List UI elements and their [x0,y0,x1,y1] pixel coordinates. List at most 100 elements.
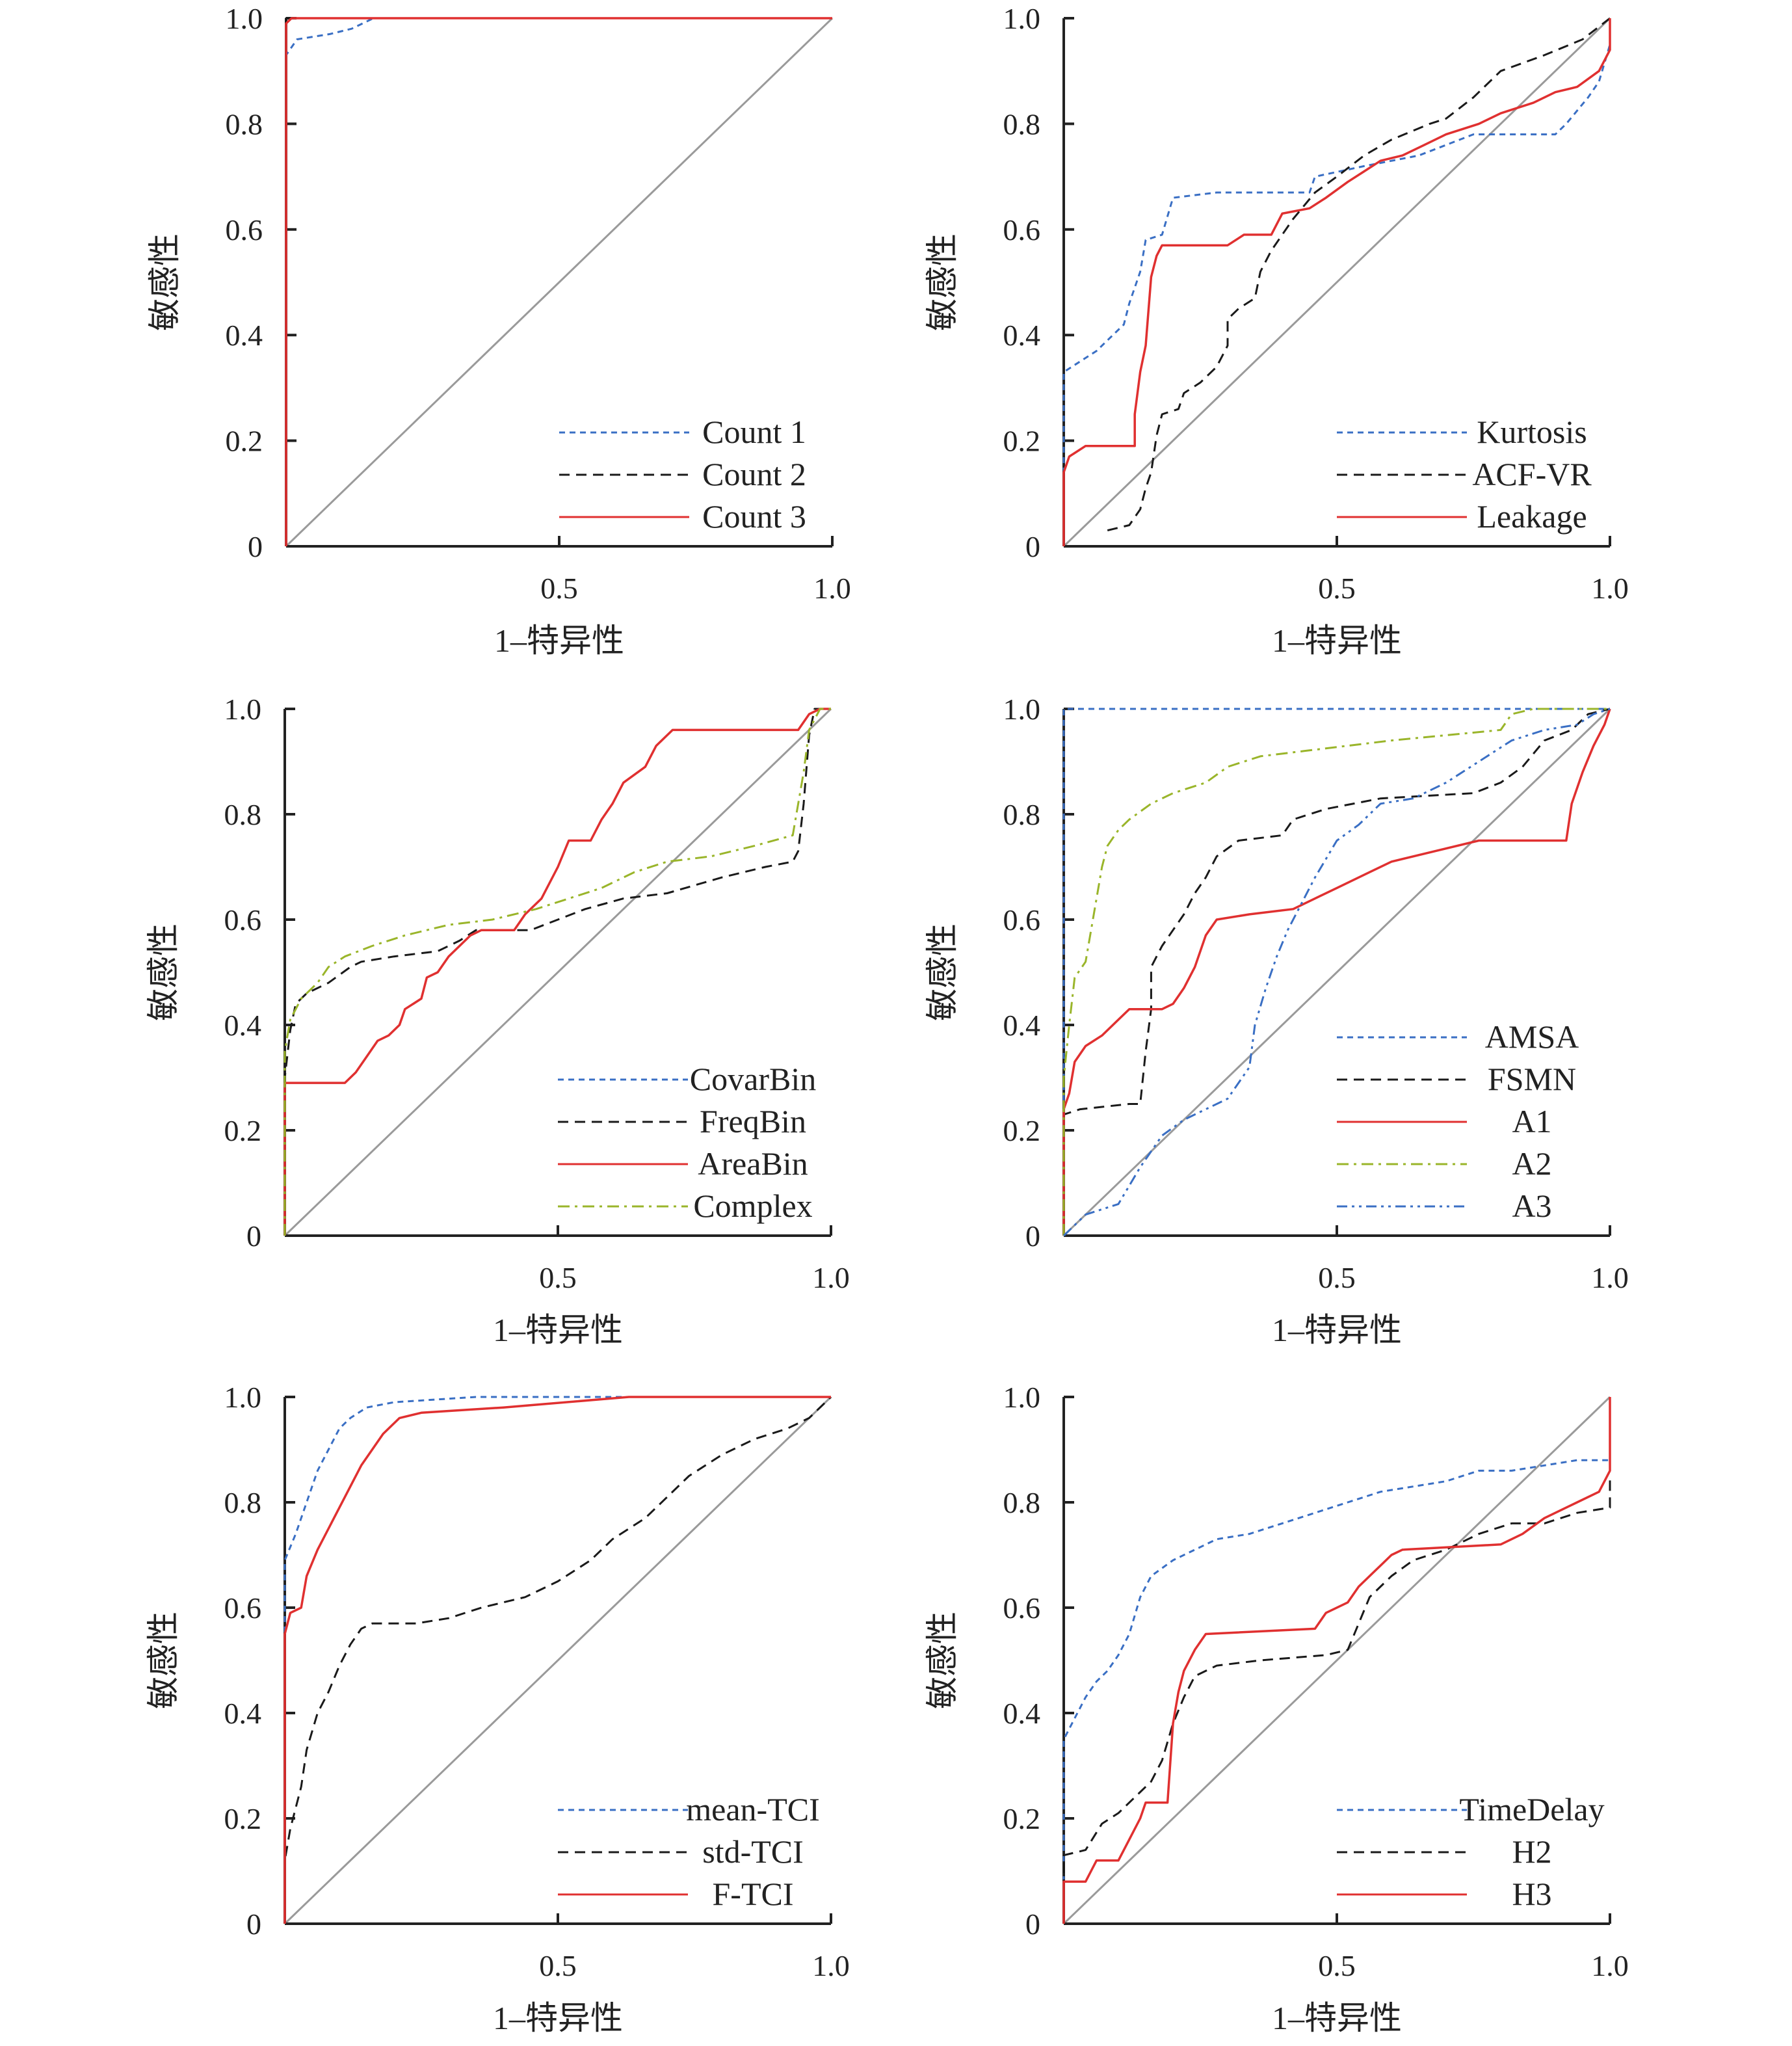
x-axis-title: 1–特异性 [1272,622,1402,659]
y-tick-label: 1.0 [1003,693,1041,726]
y-axis-title: 敏感性 [146,233,183,331]
y-tick-label: 0.8 [1003,798,1041,831]
y-tick-label: 0.8 [1003,1486,1041,1519]
x-tick-label: 0.5 [539,1261,577,1294]
y-tick-label: 0 [248,530,263,563]
x-tick-label: 0.5 [540,572,578,605]
y-tick-label: 1.0 [224,1381,262,1414]
legend-label: A3 [1512,1188,1551,1224]
y-tick-label: 1.0 [224,693,262,726]
roc-panel-2: 0 0.2 0.4 0.6 0.8 1.0 0.5 1.0 1–特异性 敏感性 Kurtosis AC… [924,2,1629,659]
x-tick-label: 1.0 [1591,572,1629,605]
series-line-count-3 [285,17,832,546]
series-line-acf-vr [1107,17,1611,532]
y-tick-label: 0.8 [224,798,262,831]
series-line-leakage [1062,18,1611,546]
legend-label: Count 1 [702,414,806,450]
y-tick-label: 0.4 [1003,319,1041,352]
y-tick-label: 0.8 [224,1486,262,1519]
y-tick-label: 0.6 [1003,213,1041,246]
roc-panel-6: 0 0.2 0.4 0.6 0.8 1.0 0.5 1.0 1–特异性 敏感性 TimeDelay H… [924,1381,1629,2036]
x-axis-title: 1–特异性 [493,1312,623,1348]
legend-label: A1 [1512,1103,1551,1139]
x-axis-title: 1–特异性 [1272,1312,1402,1348]
x-tick-label: 0.5 [1318,572,1356,605]
y-tick-label: 0.2 [226,425,263,458]
y-tick-label: 0.4 [226,319,263,352]
y-tick-label: 0 [1025,530,1040,563]
x-axis-title: 1–特异性 [1272,2000,1402,2036]
y-axis-title: 敏感性 [924,233,960,331]
roc-panel-1: 0 0.2 0.4 0.6 0.8 1.0 0.5 1.0 1–特异性 敏感性 Count 1 Cou… [146,2,851,659]
legend-label: FSMN [1488,1061,1576,1097]
y-tick-label: 0 [1025,1219,1040,1253]
y-tick-label: 0.2 [1003,425,1041,458]
series-line-fsmn [1062,708,1611,1236]
legend-label: Leakage [1477,498,1587,535]
y-tick-label: 0.6 [224,903,262,937]
series-line-a3 [1062,708,1611,1237]
x-tick-label: 0.5 [1318,1949,1356,1982]
y-tick-label: 0.2 [1003,1802,1041,1835]
series-line-std-tci [283,1396,832,1924]
y-tick-label: 0.8 [1003,107,1041,140]
x-tick-label: 0.5 [539,1949,577,1982]
series-line-kurtosis [1062,18,1611,546]
series-line-h3 [1062,1397,1611,1924]
reference-diagonal [285,17,834,548]
legend-label: TimeDelay [1459,1791,1604,1827]
legend-label: Count 3 [702,498,806,535]
legend-label: CovarBin [690,1061,816,1097]
y-axis-title: 敏感性 [924,1612,960,1709]
y-tick-label: 0.6 [1003,1591,1041,1625]
y-tick-label: 0.6 [1003,903,1041,937]
legend-label: Complex [693,1188,812,1224]
x-tick-label: 1.0 [1591,1261,1629,1294]
y-tick-label: 0.6 [224,1591,262,1625]
y-tick-label: 1.0 [226,2,263,35]
series-line-mean-tci [283,1396,831,1924]
series-line-areabin [283,708,831,1236]
roc-panel-3: 0 0.2 0.4 0.6 0.8 1.0 0.5 1.0 1–特异性 敏感性 CovarBin Fr… [145,693,850,1348]
y-tick-label: 0.6 [226,213,263,246]
y-tick-label: 0.2 [224,1114,262,1147]
series-line-f-tci [283,1396,831,1924]
x-tick-label: 1.0 [812,1949,850,1982]
x-tick-label: 1.0 [812,1261,850,1294]
y-tick-label: 1.0 [1003,1381,1041,1414]
x-axis-title: 1–特异性 [494,622,624,659]
reference-diagonal [283,708,832,1237]
series-line-timedelay [1062,1397,1611,1924]
x-tick-label: 0.5 [1318,1261,1356,1294]
legend-label: ACF-VR [1472,456,1592,492]
x-tick-label: 1.0 [1591,1949,1629,1982]
legend-label: H3 [1512,1876,1551,1912]
y-axis-title: 敏感性 [145,923,181,1021]
y-tick-label: 0 [246,1907,261,1941]
series-line-complex [283,708,831,1236]
series-line-a1 [1062,708,1611,1236]
legend-label: mean-TCI [686,1791,819,1827]
y-tick-label: 0.2 [224,1802,262,1835]
legend-label: A2 [1512,1145,1551,1182]
legend-label: H2 [1512,1833,1551,1870]
reference-diagonal [283,1396,832,1925]
y-tick-label: 0.4 [1003,1009,1041,1042]
y-tick-label: 0.8 [226,107,263,140]
x-tick-label: 1.0 [813,572,851,605]
series-line-a2 [1062,708,1610,1236]
y-tick-label: 0.4 [224,1697,262,1730]
y-tick-label: 0.2 [1003,1114,1041,1147]
legend-label: FreqBin [700,1103,806,1139]
y-axis-title: 敏感性 [145,1612,181,1709]
y-tick-label: 1.0 [1003,2,1041,35]
reference-diagonal [1062,708,1611,1237]
legend-label: std-TCI [702,1833,804,1870]
y-tick-label: 0 [1025,1907,1040,1941]
legend-label: AMSA [1485,1018,1579,1055]
y-tick-label: 0.4 [1003,1697,1041,1730]
legend-label: Count 2 [702,456,806,492]
y-tick-label: 0.4 [224,1009,262,1042]
y-tick-label: 0 [246,1219,261,1253]
legend-label: Kurtosis [1477,414,1587,450]
